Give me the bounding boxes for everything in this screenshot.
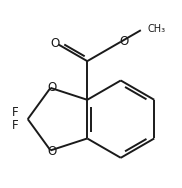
Text: F: F (12, 119, 19, 132)
Text: F: F (12, 106, 19, 119)
Text: O: O (120, 35, 129, 48)
Text: CH₃: CH₃ (148, 24, 166, 34)
Text: O: O (48, 145, 57, 158)
Text: O: O (51, 37, 60, 50)
Text: O: O (48, 81, 57, 94)
